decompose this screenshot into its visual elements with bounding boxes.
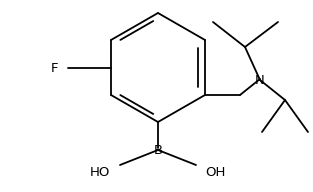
- Text: B: B: [153, 143, 162, 156]
- Text: F: F: [51, 61, 59, 74]
- Text: HO: HO: [90, 166, 110, 179]
- Text: N: N: [255, 74, 265, 87]
- Text: OH: OH: [205, 166, 225, 179]
